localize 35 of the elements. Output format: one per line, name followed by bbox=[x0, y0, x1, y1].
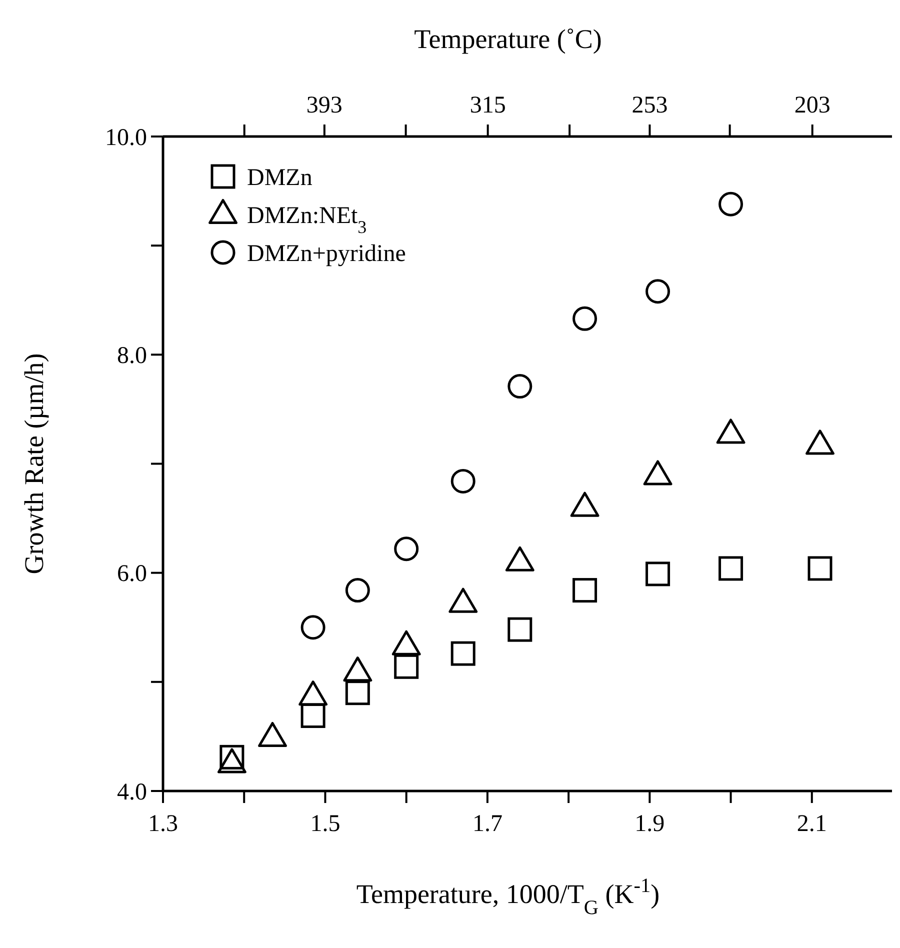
point bbox=[394, 654, 419, 679]
x-tick-label: 1.3 bbox=[148, 811, 178, 837]
point bbox=[394, 536, 419, 562]
point bbox=[450, 641, 476, 666]
x-tick-label: 2.1 bbox=[796, 811, 827, 837]
x-tick-label: 1.9 bbox=[634, 811, 665, 837]
legend-label: DMZn+pyridine bbox=[247, 240, 406, 267]
y-axis-title: Growth Rate (µm/h) bbox=[19, 353, 49, 574]
point bbox=[572, 306, 598, 331]
x2-tick-label: 315 bbox=[470, 92, 506, 118]
y-tick-label: 8.0 bbox=[117, 343, 147, 370]
y-tick-label: 4.0 bbox=[117, 779, 147, 806]
y-tick-label: 6.0 bbox=[117, 561, 147, 588]
point bbox=[572, 578, 598, 603]
point bbox=[508, 617, 532, 642]
x-axis-title: Temperature, 1000/T$_{G}$ (K$^{-1}$) bbox=[356, 875, 660, 919]
x2-tick-label: 203 bbox=[794, 92, 830, 118]
x2-tick-label: 393 bbox=[306, 92, 342, 118]
point bbox=[718, 556, 744, 581]
point bbox=[646, 279, 670, 304]
point bbox=[718, 192, 744, 216]
point bbox=[508, 374, 532, 399]
x2-axis-title: Temperature (˚C) bbox=[414, 24, 602, 54]
legend-label: DMZn:NEt$_{3}$ bbox=[247, 202, 367, 237]
legend-label: DMZn bbox=[247, 164, 312, 191]
y-tick-label: 10.0 bbox=[105, 124, 147, 151]
point bbox=[808, 556, 832, 581]
point bbox=[300, 615, 326, 640]
point bbox=[345, 578, 370, 603]
x-tick-label: 1.7 bbox=[472, 811, 502, 837]
x2-tick-label: 253 bbox=[632, 92, 668, 118]
x-tick-label: 1.5 bbox=[310, 811, 340, 837]
point bbox=[646, 562, 670, 586]
point bbox=[450, 468, 476, 494]
point bbox=[345, 680, 370, 706]
